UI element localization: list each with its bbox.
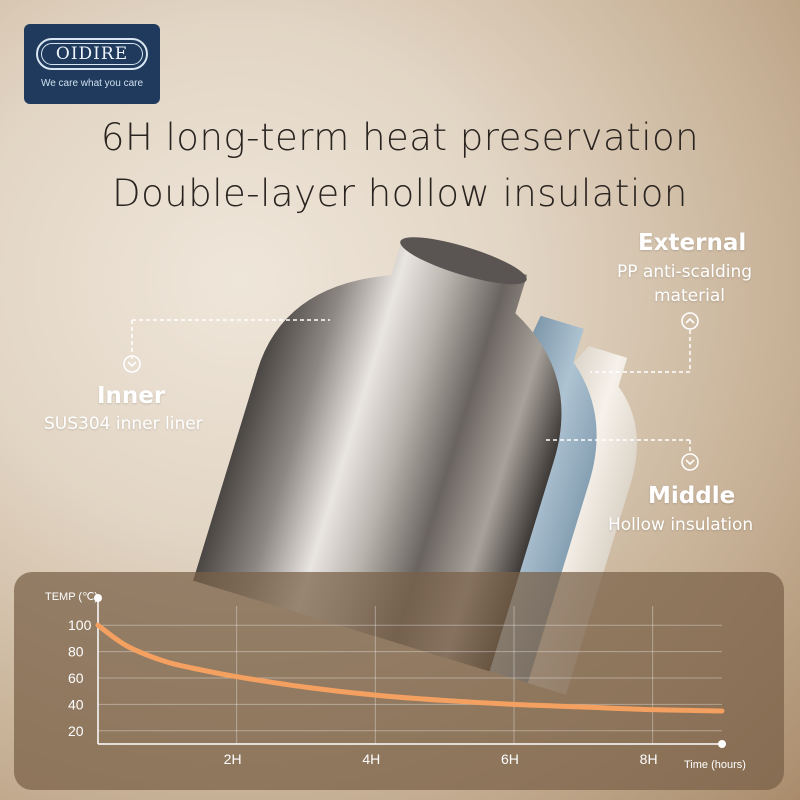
inner-marker-icon (123, 355, 141, 373)
temperature-chart: 20 40 60 80 100 2H 4H 6H 8H TEMP (℃) Time (hours… (45, 591, 746, 771)
chevron-up-icon (685, 317, 695, 324)
chevron-down-icon (685, 459, 695, 466)
x-tick-label: 6H (501, 751, 519, 767)
y-tick-label: 100 (68, 617, 92, 633)
x-tick-label: 4H (362, 751, 380, 767)
chevron-down-icon (127, 361, 137, 368)
chart-tick-labels: 20 40 60 80 100 2H 4H 6H 8H (68, 617, 658, 767)
external-line-2: material (654, 286, 725, 306)
external-line-1: PP anti-scalding (617, 262, 753, 282)
liner-opening (400, 237, 527, 285)
logo-tagline: We care what you care (40, 78, 144, 89)
y-tick-label: 40 (68, 696, 84, 712)
chart-axes (94, 594, 726, 748)
middle-marker-icon (681, 453, 699, 471)
x-axis-end-dot (718, 740, 726, 748)
chart-grid (98, 606, 722, 744)
external-title: External (638, 230, 747, 256)
y-tick-label: 60 (68, 670, 84, 686)
temperature-chart-panel: 20 40 60 80 100 2H 4H 6H 8H TEMP (℃) Time (hours… (14, 572, 784, 790)
headline-line-1: 6H long-term heat preservation (100, 116, 700, 159)
middle-subtitle: Hollow insulation (608, 515, 754, 535)
y-axis-end-dot (94, 594, 102, 602)
x-axis-label: Time (hours) (684, 759, 746, 771)
inner-subtitle: SUS304 inner liner (44, 414, 203, 434)
chart-series (95, 622, 725, 714)
external-marker-icon (681, 312, 699, 330)
brand-logo: OIDIRE We care what you care (24, 24, 160, 104)
middle-title: Middle (648, 483, 736, 509)
y-tick-label: 20 (68, 723, 84, 739)
inner-title: Inner (97, 383, 166, 409)
x-tick-label: 2H (224, 751, 242, 767)
inner-liner (193, 236, 562, 672)
headline-line-2: Double-layer hollow insulation (112, 172, 688, 215)
y-tick-label: 80 (68, 644, 84, 660)
logo-badge: OIDIRE (36, 38, 148, 70)
external-connector (590, 330, 691, 373)
temperature-curve (95, 622, 725, 714)
x-tick-label: 8H (640, 751, 658, 767)
y-axis-label: TEMP (℃) (45, 591, 98, 603)
